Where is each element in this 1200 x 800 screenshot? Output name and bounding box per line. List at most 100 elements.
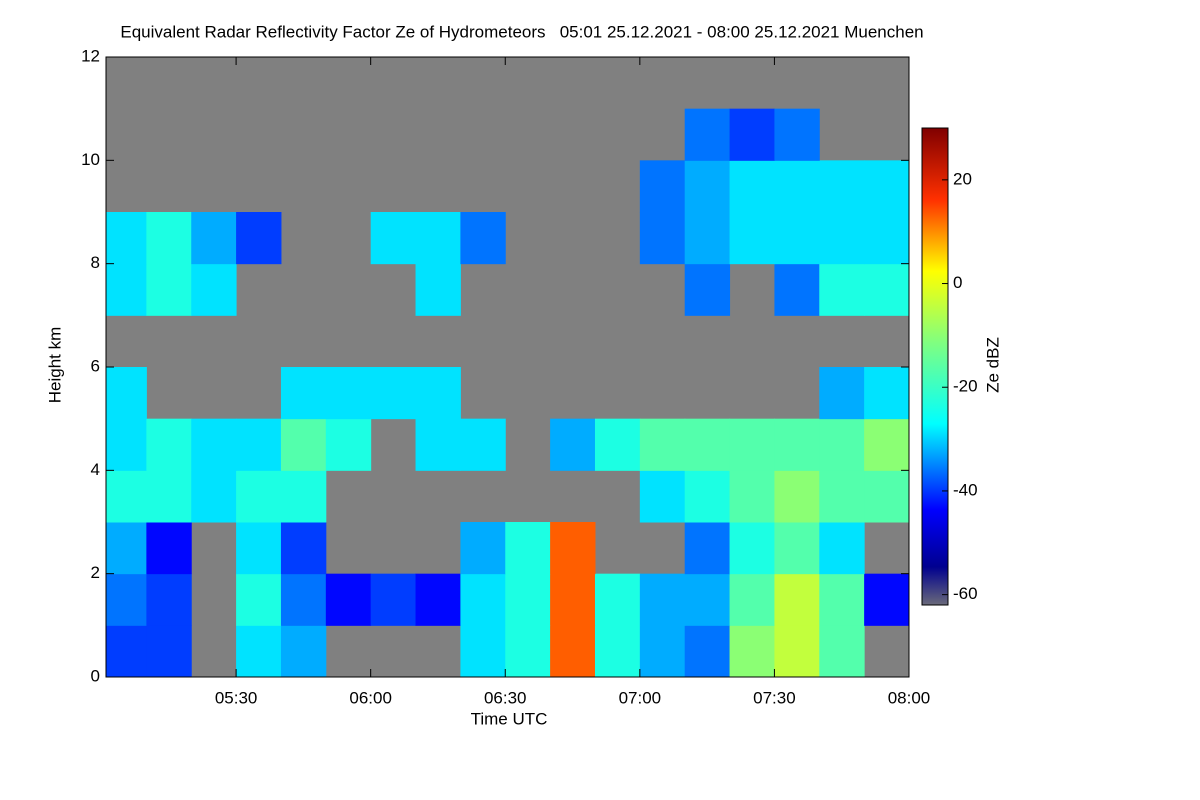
heatmap-cell — [864, 367, 910, 420]
heatmap-cell — [325, 573, 372, 626]
heatmap-cell — [819, 263, 865, 316]
colorbar-tick-label: -60 — [953, 584, 978, 603]
heatmap-cell — [106, 263, 147, 316]
heatmap-cell — [460, 522, 506, 575]
y-tick-label: 6 — [91, 356, 100, 375]
heatmap-cell — [729, 625, 775, 678]
heatmap-cell — [684, 108, 731, 161]
heatmap-cell — [864, 212, 910, 265]
colorbar-label: Ze dBZ — [983, 337, 1002, 393]
heatmap-cell — [415, 212, 461, 265]
heatmap-cell — [819, 573, 865, 626]
heatmap-cell — [864, 470, 910, 523]
heatmap-cell — [864, 573, 910, 626]
heatmap-cell — [864, 160, 910, 213]
heatmap-cell — [729, 108, 775, 161]
heatmap-cell — [280, 625, 327, 678]
heatmap-cell — [550, 522, 596, 575]
heatmap-cell — [684, 625, 731, 678]
heatmap-cell — [819, 212, 865, 265]
x-tick-label: 06:30 — [484, 688, 527, 707]
heatmap-cell — [191, 212, 237, 265]
colorbar — [921, 127, 949, 606]
x-tick-label: 05:30 — [215, 688, 258, 707]
colorbar-tick-label: 20 — [953, 169, 972, 188]
x-tick-label: 07:00 — [619, 688, 662, 707]
heatmap-cell — [819, 367, 865, 420]
heatmap-cell — [639, 160, 686, 213]
heatmap-cell — [106, 418, 147, 471]
heatmap-cell — [370, 573, 417, 626]
heatmap-cell — [819, 418, 865, 471]
heatmap-cell — [280, 573, 327, 626]
heatmap-cell — [325, 418, 372, 471]
heatmap-cell — [146, 212, 192, 265]
heatmap-cell — [280, 367, 327, 420]
heatmap-cell — [370, 212, 417, 265]
heatmap-cell — [146, 263, 192, 316]
x-tick-label: 07:30 — [753, 688, 796, 707]
heatmap-cell — [774, 160, 820, 213]
heatmap-cell — [460, 212, 506, 265]
colorbar-tick-label: -20 — [953, 377, 978, 396]
heatmap-cell — [460, 625, 506, 678]
heatmap-cell — [415, 418, 461, 471]
heatmap-cell — [684, 418, 731, 471]
heatmap-cell — [639, 418, 686, 471]
heatmap-cell — [146, 573, 192, 626]
heatmap-cell — [639, 573, 686, 626]
heatmap-cell — [236, 212, 282, 265]
heatmap-cell — [594, 418, 641, 471]
heatmap-cell — [505, 573, 551, 626]
heatmap-cell — [106, 573, 147, 626]
heatmap-cell — [774, 212, 820, 265]
heatmap-cell — [864, 263, 910, 316]
x-tick-label: 06:00 — [349, 688, 392, 707]
heatmap-cell — [684, 470, 731, 523]
heatmap-cell — [774, 625, 820, 678]
heatmap-cell — [415, 263, 461, 316]
heatmap-cell — [415, 573, 461, 626]
heatmap-cell — [460, 573, 506, 626]
chart-title: Equivalent Radar Reflectivity Factor Ze … — [120, 22, 923, 41]
y-tick-label: 10 — [81, 150, 100, 169]
heatmap-cell — [639, 212, 686, 265]
x-tick-label: 08:00 — [888, 688, 931, 707]
heatmap-cell — [370, 367, 417, 420]
colorbar-tick-label: 0 — [953, 273, 962, 292]
heatmap-cell — [236, 522, 282, 575]
heatmap-cell — [729, 160, 775, 213]
heatmap-cell — [106, 522, 147, 575]
y-tick-label: 0 — [91, 666, 100, 685]
heatmap-cell — [819, 625, 865, 678]
heatmap-cell — [146, 522, 192, 575]
heatmap-cell — [819, 470, 865, 523]
heatmap-cell — [191, 470, 237, 523]
heatmap-cell — [639, 470, 686, 523]
heatmap-cell — [729, 212, 775, 265]
heatmap-cell — [774, 108, 820, 161]
y-axis-label: Height km — [45, 327, 64, 404]
heatmap-cell — [106, 367, 147, 420]
heatmap-cell — [774, 418, 820, 471]
y-tick-label: 8 — [91, 253, 100, 272]
heatmap-cell — [280, 418, 327, 471]
heatmap-cell — [729, 418, 775, 471]
heatmap-cell — [684, 522, 731, 575]
heatmap-cell — [819, 160, 865, 213]
heatmap-cell — [684, 263, 731, 316]
heatmap-cell — [729, 522, 775, 575]
heatmap-cell — [684, 573, 731, 626]
y-tick-label: 12 — [81, 46, 100, 65]
heatmap-cell — [594, 573, 641, 626]
heatmap-cell — [684, 212, 731, 265]
heatmap-cell — [505, 625, 551, 678]
heatmap-cell — [864, 418, 910, 471]
y-tick-label: 4 — [91, 460, 100, 479]
heatmap-cell — [774, 263, 820, 316]
heatmap-cell — [774, 573, 820, 626]
colorbar-tick-label: -40 — [953, 480, 978, 499]
x-axis-label: Time UTC — [471, 709, 548, 728]
heatmap-cell — [550, 418, 596, 471]
